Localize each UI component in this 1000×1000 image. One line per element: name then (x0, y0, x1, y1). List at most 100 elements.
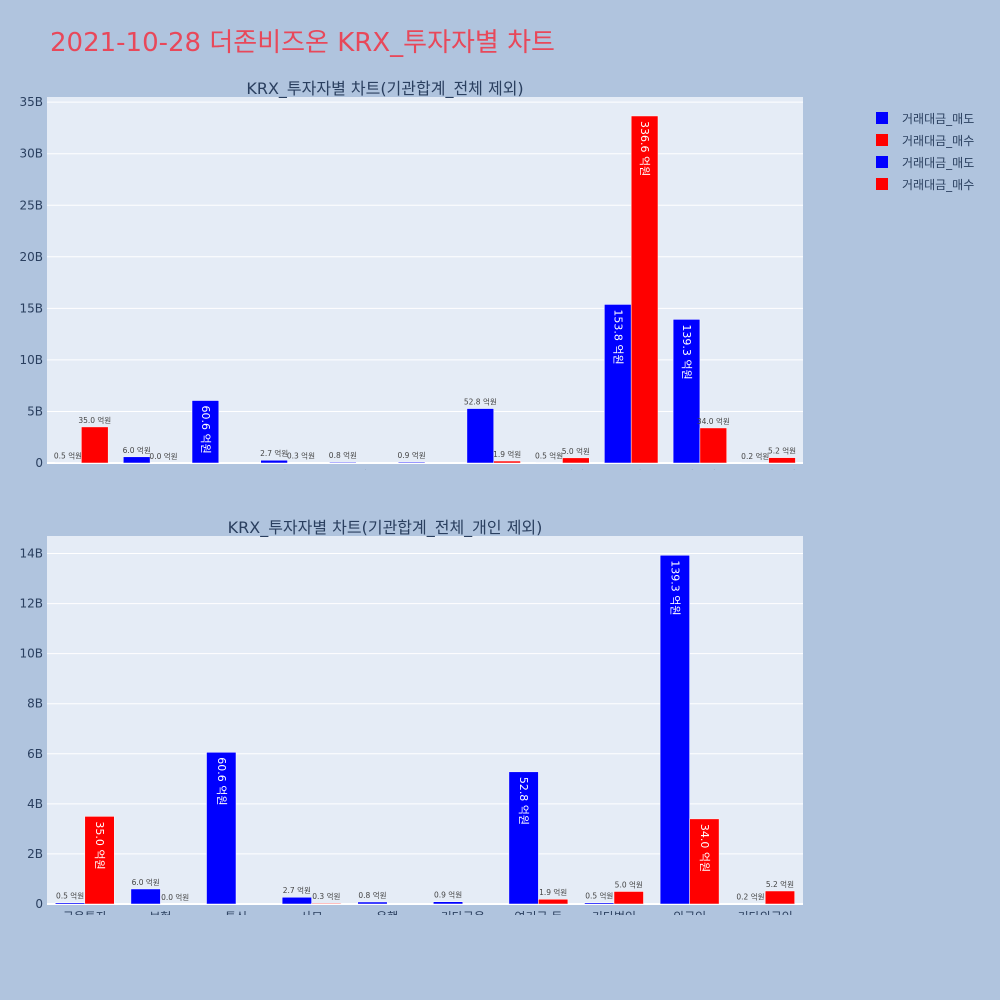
bar[interactable] (613, 891, 644, 905)
bar-label: 60.6 억원 (215, 757, 228, 805)
bar[interactable] (84, 816, 115, 905)
y-tick-label: 10B (19, 353, 43, 367)
y-tick-label: 8B (27, 697, 43, 711)
bar[interactable] (357, 901, 388, 905)
x-tick-label: 연기금 등 (514, 910, 562, 915)
legend-label: 거래대금_매도 (902, 155, 975, 170)
bar[interactable] (311, 902, 342, 905)
bar[interactable] (55, 902, 86, 905)
x-tick-label: 기타금융 (441, 910, 485, 915)
bar-label: 34.0 억원 (697, 417, 730, 426)
bar-label: 0.0 억원 (161, 893, 189, 902)
bar[interactable] (699, 427, 727, 464)
bar-label: 1.9 억원 (539, 888, 567, 897)
bar[interactable] (281, 896, 312, 905)
legend-swatch (876, 134, 888, 146)
bar-label: 0.9 억원 (434, 891, 462, 900)
chart-bottom: KRX_투자자별 차트(기관합계_전체_개인 제외) 0 2B 4B 6B 8B 10B 12… (19, 518, 803, 915)
legend-swatch (876, 112, 888, 124)
bar[interactable] (466, 408, 494, 464)
y-tick-label: 20B (19, 250, 43, 264)
bar-label: 0.8 억원 (358, 891, 386, 900)
bar[interactable] (130, 888, 161, 905)
bar[interactable] (260, 459, 288, 464)
bar-label: 0.5 억원 (56, 892, 84, 901)
bar[interactable] (659, 555, 690, 905)
bar[interactable] (123, 456, 151, 464)
legend-label: 거래대금_매수 (902, 177, 975, 192)
y-tick-label: 6B (27, 747, 43, 761)
bar[interactable] (397, 461, 426, 464)
bar-label: 60.6 억원 (199, 406, 212, 454)
x-tick-label: 기타외국인 (741, 469, 796, 470)
y-tick-label: 15B (19, 301, 43, 315)
chart-top: KRX_투자자별 차트(기관합계_전체 제외) 0 5B 10B 15B 20B 25B 30… (19, 79, 803, 470)
bar[interactable] (538, 898, 569, 905)
bar[interactable] (735, 903, 766, 905)
x-tick-label: 투신 (208, 469, 230, 470)
x-tick-label: 금융투자 (63, 910, 107, 915)
y-tick-label: 30B (19, 147, 43, 161)
bar-label: 0.2 억원 (736, 892, 764, 901)
x-tick-label: 기타외국인 (738, 910, 793, 915)
x-tick-label: 금융투자 (59, 469, 103, 470)
bar-label: 0.8 억원 (329, 451, 357, 460)
bar-label: 5.2 억원 (768, 447, 796, 456)
bar-label: 52.8 억원 (464, 398, 497, 407)
bar[interactable] (433, 901, 464, 905)
bar[interactable] (493, 460, 521, 464)
bar[interactable] (630, 115, 659, 464)
y-tick-label: 35B (19, 95, 43, 109)
bar[interactable] (508, 771, 539, 905)
x-tick-label: 보험 (139, 469, 161, 470)
bar[interactable] (672, 319, 701, 464)
bar[interactable] (329, 461, 357, 464)
chart-title: KRX_투자자별 차트(기관합계_전체 제외) (246, 79, 523, 99)
legend-item[interactable]: 거래대금_매수 (876, 129, 974, 151)
bar-label: 0.5 억원 (585, 892, 613, 901)
bar[interactable] (191, 400, 220, 464)
bar[interactable] (604, 304, 632, 464)
bar[interactable] (584, 902, 615, 905)
bar[interactable] (689, 818, 720, 905)
bar-label: 0.5 억원 (54, 451, 82, 460)
bar-label: 5.0 억원 (615, 880, 643, 889)
bar-label: 139.3 억원 (668, 560, 681, 615)
bar[interactable] (54, 462, 82, 464)
legend: 거래대금_매도 거래대금_매수 거래대금_매도 거래대금_매수 (876, 107, 974, 195)
bar-label: 139.3 억원 (680, 324, 693, 379)
x-tick-label: 기타법인 (540, 469, 584, 470)
bar-label: 0.0 억원 (149, 452, 177, 461)
bar[interactable] (562, 457, 590, 464)
bar[interactable] (81, 426, 109, 464)
legend-item[interactable]: 거래대금_매도 (876, 151, 974, 173)
bar[interactable] (535, 462, 563, 464)
bar-label: 1.9 억원 (493, 450, 521, 459)
bar-label: 52.8 억원 (517, 777, 530, 825)
y-tick-label: 0 (35, 897, 43, 911)
legend-swatch (876, 156, 888, 168)
bar-label: 6.0 억원 (132, 878, 160, 887)
bar-label: 35.0 억원 (78, 416, 111, 425)
bar-label: 153.8 억원 (611, 309, 624, 364)
bar-label: 35.0 억원 (93, 821, 106, 869)
bar-label: 0.3 억원 (287, 452, 315, 461)
y-tick-label: 5B (27, 404, 43, 418)
bar[interactable] (768, 457, 796, 464)
legend-label: 거래대금_매수 (902, 133, 975, 148)
bar-label: 2.7 억원 (260, 449, 288, 458)
bar[interactable] (206, 752, 237, 905)
x-tick-label: 외국인 (683, 469, 716, 470)
y-tick-label: 2B (27, 847, 43, 861)
bar[interactable] (764, 890, 795, 905)
x-tick-label: 사모 (301, 910, 323, 915)
legend-item[interactable]: 거래대금_매수 (876, 173, 974, 195)
bar-label: 34.0 억원 (698, 824, 711, 872)
bar-label: 0.9 억원 (398, 451, 426, 460)
x-tick-label: 외국인 (673, 910, 706, 915)
legend-item[interactable]: 거래대금_매도 (876, 107, 974, 129)
x-tick-label: 사모 (276, 469, 298, 470)
bar-label: 0.2 억원 (741, 452, 769, 461)
x-tick-label: 은행 (345, 468, 367, 470)
page-title: 2021-10-28 더존비즈온 KRX_투자자별 차트 (50, 28, 555, 58)
